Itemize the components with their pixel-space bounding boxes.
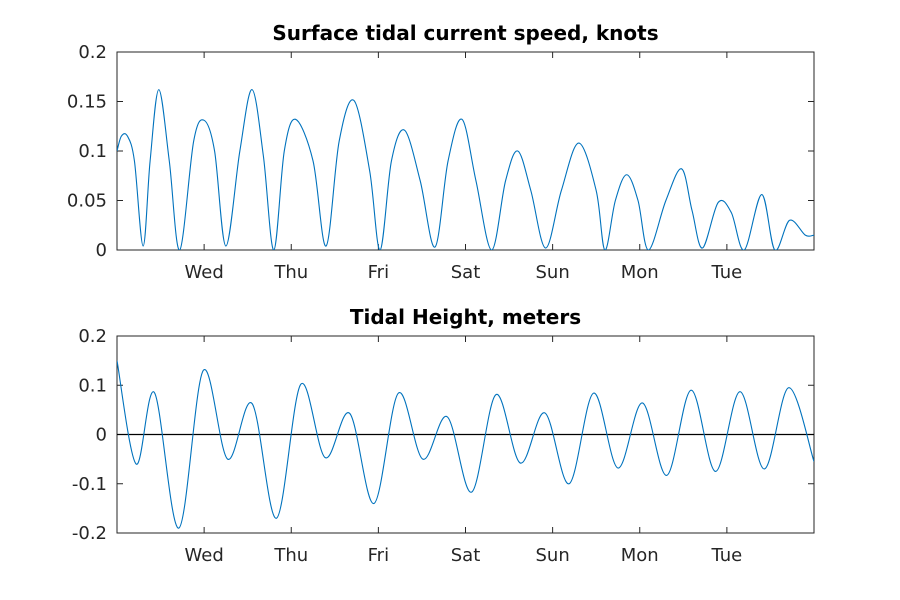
x-tick-label: Wed: [185, 545, 224, 566]
y-tick-label: 0.05: [67, 191, 107, 212]
y-tick-label: 0.2: [78, 42, 107, 63]
x-tick-label: Mon: [621, 545, 659, 566]
x-tick-label: Mon: [621, 262, 659, 283]
y-tick-label: 0.2: [78, 326, 107, 347]
x-tick-label: Sun: [536, 545, 570, 566]
x-tick-label: Wed: [185, 262, 224, 283]
tidal-height-panel: Tidal Height, meters -0.2 -0.1 0 0.1 0.2 Wed Th…: [72, 305, 815, 566]
plot-area: [116, 51, 815, 251]
x-tick-label: Tue: [711, 545, 743, 566]
y-tick-label: 0: [96, 240, 107, 261]
y-tick-label: -0.1: [72, 474, 107, 495]
x-tick-label: Sat: [451, 262, 481, 283]
chart-title: Tidal Height, meters: [350, 305, 581, 329]
y-tick-label: 0.1: [78, 375, 107, 396]
x-tick-label: Thu: [273, 262, 308, 283]
x-tick-label: Tue: [711, 262, 743, 283]
y-tick-label: 0.15: [67, 92, 107, 113]
series-line: [117, 89, 814, 250]
y-tick-label: 0: [96, 425, 107, 446]
x-tick-label: Fri: [368, 545, 389, 566]
current-speed-panel: Surface tidal current speed, knots 0 0.05 0…: [67, 21, 815, 283]
x-tick-label: Sat: [451, 545, 481, 566]
x-tick-label: Fri: [368, 262, 389, 283]
chart-title: Surface tidal current speed, knots: [272, 21, 658, 45]
series-line: [117, 360, 814, 529]
x-tick-label: Thu: [273, 545, 308, 566]
y-tick-label: -0.2: [72, 523, 107, 544]
y-tick-label: 0.1: [78, 141, 107, 162]
x-tick-label: Sun: [536, 262, 570, 283]
